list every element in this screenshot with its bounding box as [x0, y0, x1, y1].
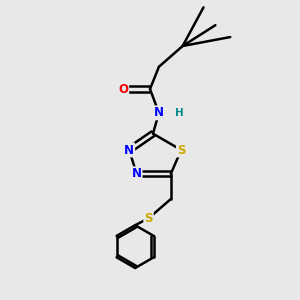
- Text: H: H: [175, 108, 184, 118]
- Text: N: N: [132, 167, 142, 180]
- Text: N: N: [124, 143, 134, 157]
- Text: S: S: [177, 143, 185, 157]
- Text: O: O: [118, 82, 128, 96]
- Text: N: N: [154, 106, 164, 119]
- Text: S: S: [144, 212, 153, 225]
